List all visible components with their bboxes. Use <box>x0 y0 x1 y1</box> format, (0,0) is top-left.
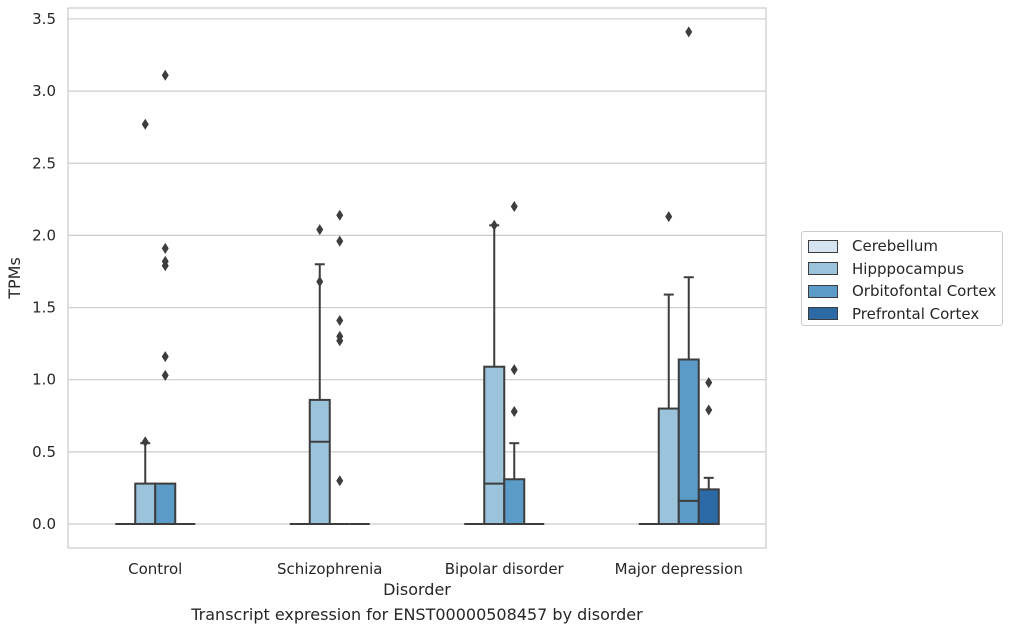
outlier-point <box>685 26 693 38</box>
box-body <box>483 365 506 526</box>
box-body <box>154 482 177 526</box>
box-plots <box>115 26 720 526</box>
outlier-point <box>336 475 344 487</box>
x-axis-label: Disorder <box>383 580 451 599</box>
legend-swatch <box>808 307 838 320</box>
box-orbitofontal-cortex <box>154 69 177 526</box>
outlier-point <box>161 369 169 381</box>
legend-item: Orbitofontal Cortex <box>808 281 996 301</box>
y-tick-label: 1.5 <box>32 299 56 317</box>
box-prefrontal-cortex <box>697 377 720 526</box>
y-tick-label: 0.0 <box>32 515 56 533</box>
legend-label: Hipppocampus <box>852 259 965 278</box>
outlier-point <box>705 377 713 389</box>
outlier-point <box>161 260 169 272</box>
outlier-point <box>665 211 673 223</box>
outlier-point <box>490 219 498 231</box>
legend-label: Cerebellum <box>852 237 938 255</box>
legend-label: Orbitofontal Cortex <box>852 282 997 300</box>
legend-swatch <box>808 284 838 298</box>
box-hipppocampus <box>134 118 157 526</box>
box-body <box>134 482 157 526</box>
legend-label: Prefrontal Cortex <box>852 304 980 323</box>
legend-item: Prefrontal Cortex <box>808 304 979 324</box>
outlier-point <box>336 315 344 327</box>
x-tick-label: Major depression <box>615 560 743 578</box>
x-tick-labels: Control Schizophrenia Bipolar disorder Majo… <box>128 560 743 578</box>
box-hipppocampus <box>308 224 331 526</box>
outlier-point <box>336 235 344 247</box>
legend: Cerebellum Hipppocampus Orbitofontal Corte… <box>801 231 1003 326</box>
outlier-point <box>141 436 149 448</box>
outlier-point <box>161 242 169 254</box>
box-body <box>657 407 680 525</box>
box-body <box>308 398 331 526</box>
outlier-point <box>161 69 169 81</box>
y-tick-label: 2.0 <box>32 226 56 244</box>
gridlines <box>68 18 766 525</box>
legend-swatch <box>808 262 838 275</box>
outlier-point <box>316 224 324 236</box>
outlier-point <box>316 276 324 288</box>
legend-item: Cerebellum <box>808 236 938 256</box>
outlier-point <box>705 404 713 416</box>
box-hipppocampus <box>483 219 506 526</box>
outlier-point <box>510 405 518 417</box>
outlier-point <box>336 330 344 342</box>
y-tick-label: 0.5 <box>32 443 56 461</box>
box-body <box>697 488 720 526</box>
legend-swatch <box>808 239 838 253</box>
box-orbitofontal-cortex <box>677 26 700 525</box>
y-tick-label: 3.5 <box>32 10 56 28</box>
y-tick-labels: 0.0 0.5 1.0 1.5 2.0 2.5 3.0 3.5 <box>32 10 56 533</box>
x-tick-label: Control <box>128 560 182 578</box>
chart-title: Transcript expression for ENST0000050845… <box>191 605 643 624</box>
outlier-point <box>336 209 344 221</box>
y-tick-label: 2.5 <box>32 154 56 172</box>
x-tick-label: Schizophrenia <box>277 560 382 578</box>
y-tick-label: 1.0 <box>32 371 56 389</box>
box-body <box>503 478 526 525</box>
outlier-point <box>510 364 518 376</box>
outlier-point <box>510 201 518 213</box>
outlier-point <box>141 118 149 130</box>
y-axis-label: TPMs <box>5 257 24 300</box>
box-orbitofontal-cortex <box>503 201 526 525</box>
plot-frame <box>67 7 767 549</box>
legend-item: Hipppocampus <box>808 259 964 279</box>
box-hipppocampus <box>657 211 680 525</box>
box-body <box>677 358 700 525</box>
outlier-point <box>161 351 169 363</box>
box-orbitofontal-cortex <box>329 209 350 525</box>
x-tick-label: Bipolar disorder <box>445 560 565 578</box>
y-tick-label: 3.0 <box>32 82 56 100</box>
